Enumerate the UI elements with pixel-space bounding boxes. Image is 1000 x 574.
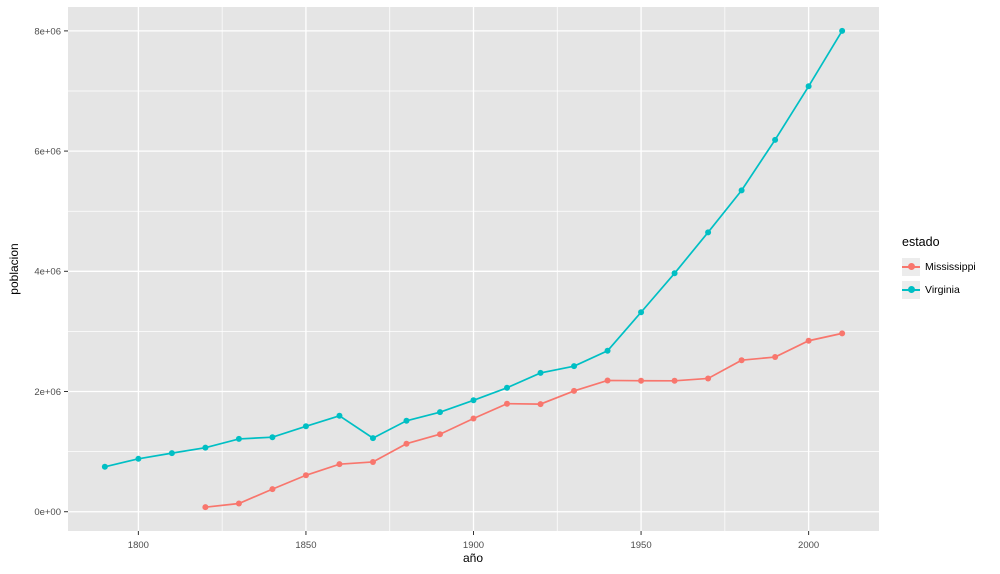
data-point-virginia: [839, 27, 846, 34]
data-point-virginia: [135, 455, 142, 462]
data-point-mississippi: [269, 486, 276, 493]
data-point-virginia: [101, 463, 108, 470]
legend-item-mississippi: Mississippi: [902, 255, 976, 278]
data-point-mississippi: [470, 415, 477, 422]
x-tick-label: 1950: [630, 540, 651, 551]
data-point-mississippi: [202, 504, 209, 511]
data-point-virginia: [571, 363, 578, 370]
legend-point-swatch: [907, 286, 915, 293]
data-point-virginia: [772, 136, 779, 143]
series-points-virginia: [101, 27, 846, 470]
data-point-virginia: [604, 347, 611, 354]
data-point-mississippi: [336, 461, 343, 468]
data-point-virginia: [336, 412, 343, 419]
data-point-mississippi: [302, 472, 309, 479]
data-point-virginia: [671, 270, 678, 277]
data-point-virginia: [504, 384, 511, 391]
data-point-virginia: [537, 369, 544, 376]
legend-label-mississippi: Mississippi: [925, 260, 976, 273]
x-tick-label: 1800: [128, 540, 149, 551]
legend-key-mississippi: [902, 257, 920, 276]
data-point-mississippi: [638, 377, 645, 384]
data-point-virginia: [168, 450, 175, 457]
data-point-virginia: [403, 417, 410, 424]
x-tick-label: 1900: [463, 540, 484, 551]
data-point-mississippi: [571, 387, 578, 394]
data-point-virginia: [805, 83, 812, 90]
data-point-mississippi: [537, 401, 544, 408]
data-point-mississippi: [805, 337, 812, 344]
y-tick-label: 8e+06: [34, 26, 61, 37]
y-axis-title: poblacion: [7, 243, 21, 295]
data-point-mississippi: [839, 330, 846, 337]
data-point-mississippi: [772, 354, 779, 361]
legend: estado Mississippi Virginia: [902, 235, 976, 301]
x-tick-label: 1850: [295, 540, 316, 551]
data-point-mississippi: [738, 357, 745, 364]
y-tick-label: 6e+06: [34, 146, 61, 157]
data-point-virginia: [269, 434, 276, 441]
data-point-virginia: [202, 444, 209, 451]
data-point-virginia: [738, 187, 745, 194]
data-point-mississippi: [671, 377, 678, 384]
major-gridlines: [68, 7, 879, 531]
data-point-mississippi: [504, 400, 511, 407]
data-point-mississippi: [436, 431, 443, 438]
series-points-mississippi: [202, 330, 846, 511]
x-tick-label: 2000: [798, 540, 819, 551]
legend-key-virginia: [902, 280, 920, 299]
series-line-mississippi: [205, 332, 843, 509]
data-point-mississippi: [604, 377, 611, 384]
legend-item-virginia: Virginia: [902, 278, 976, 301]
data-point-virginia: [369, 435, 376, 442]
data-point-mississippi: [369, 458, 376, 465]
y-tick-label: 4e+06: [34, 267, 61, 278]
data-point-virginia: [436, 409, 443, 416]
legend-title: estado: [902, 235, 940, 249]
y-tick-label: 2e+06: [34, 387, 61, 398]
data-point-virginia: [302, 423, 309, 430]
tick-labels: 0e+00 2e+06 4e+06 6e+06 8e+06 1800 1850 1900 195…: [34, 26, 819, 551]
data-point-mississippi: [403, 440, 410, 447]
data-point-mississippi: [235, 500, 242, 507]
axis-ticks: [64, 30, 810, 535]
data-point-virginia: [470, 397, 477, 404]
data-point-mississippi: [705, 375, 712, 382]
y-tick-label: 0e+00: [34, 507, 61, 518]
data-point-virginia: [705, 229, 712, 236]
data-point-virginia: [638, 309, 645, 316]
x-axis-title: año: [462, 551, 484, 565]
legend-point-swatch: [907, 263, 915, 270]
data-point-virginia: [235, 435, 242, 442]
legend-label-virginia: Virginia: [925, 283, 960, 296]
